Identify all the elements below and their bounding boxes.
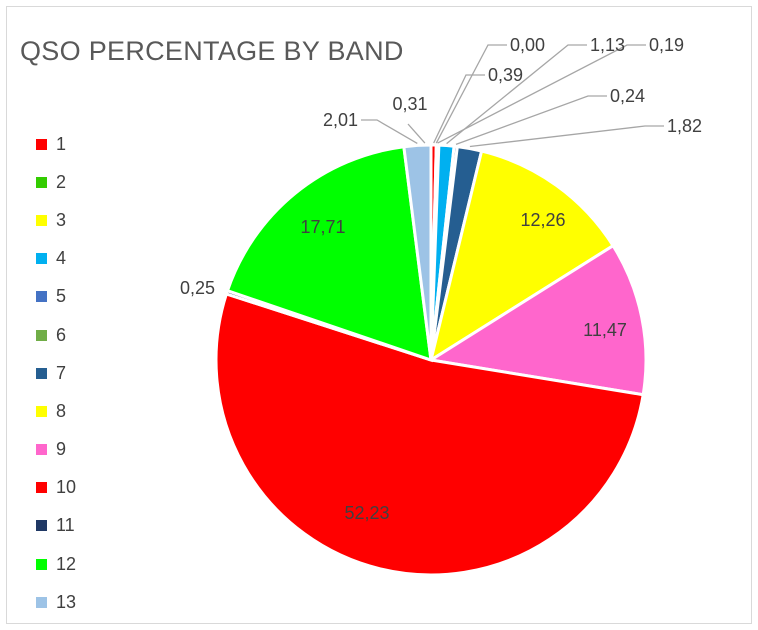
legend-item: 2 [36, 163, 76, 201]
data-label: 2,01 [323, 110, 358, 130]
legend-item: 10 [36, 469, 76, 507]
pie-slice-9 [426, 243, 648, 397]
data-label: 11,47 [583, 320, 627, 340]
data-label: 1,82 [667, 116, 702, 136]
chart-title: QSO PERCENTAGE BY BAND [20, 36, 404, 66]
legend-label: 10 [56, 477, 77, 498]
legend-item: 7 [36, 354, 76, 392]
leader-line [407, 123, 426, 144]
legend-label: 2 [56, 171, 67, 192]
legend-label: 5 [56, 286, 67, 307]
data-label: 0,31 [392, 94, 427, 114]
leader-line [361, 119, 418, 144]
legend-item: 6 [36, 316, 76, 354]
data-label: 0,39 [488, 65, 523, 85]
legend-swatch [36, 367, 47, 379]
pie-slice-10 [214, 292, 645, 577]
legend-label: 6 [56, 324, 67, 345]
legend-label: 11 [56, 515, 75, 536]
pie-slice-12 [225, 145, 433, 363]
data-label: 52,23 [344, 503, 389, 523]
pie-slice-8 [428, 149, 616, 364]
legend-item: 11 [36, 507, 76, 545]
legend-item: 1 [36, 125, 76, 163]
data-label: 0,19 [649, 35, 684, 55]
legend-swatch [36, 214, 47, 226]
legend-label: 4 [56, 248, 67, 269]
legend-item: 8 [36, 392, 76, 430]
legend-swatch [36, 253, 47, 265]
leader-line [469, 125, 664, 148]
legend-swatch [36, 482, 47, 494]
data-label: 1,13 [590, 35, 625, 55]
leader-line [455, 95, 607, 146]
data-label: 12,26 [520, 210, 565, 230]
legend-label: 3 [56, 209, 67, 230]
data-label: 17,71 [300, 217, 345, 237]
legend-item: 4 [36, 240, 76, 278]
leader-line [446, 44, 587, 145]
pie-slice-13 [402, 143, 433, 361]
legend-item: 12 [36, 545, 76, 583]
leader-line [433, 74, 485, 144]
legend-swatch [36, 291, 47, 303]
legend-item: 9 [36, 431, 76, 469]
legend-label: 12 [56, 553, 77, 574]
data-label: 0,25 [180, 278, 215, 298]
leader-line [435, 44, 507, 144]
legend-swatch [36, 558, 47, 570]
legend-item: 13 [36, 583, 76, 621]
data-label: 0,24 [610, 86, 645, 106]
legend-item: 3 [36, 201, 76, 239]
legend-swatch [36, 176, 47, 188]
legend-swatch [36, 520, 47, 532]
legend-item: 5 [36, 278, 76, 316]
legend-label: 8 [56, 400, 67, 421]
legend-label: 13 [56, 591, 77, 612]
legend: 1 2 3 4 5 6 7 8 9 10 11 12 13 [36, 125, 76, 621]
legend-label: 7 [56, 362, 67, 383]
legend-swatch [36, 596, 47, 608]
legend-swatch [36, 329, 47, 341]
legend-label: 1 [56, 133, 67, 154]
legend-swatch [36, 444, 47, 456]
legend-swatch [36, 138, 47, 150]
data-label: 0,00 [510, 35, 545, 55]
legend-label: 9 [56, 439, 67, 460]
leader-line [437, 44, 646, 144]
legend-swatch [36, 405, 47, 417]
